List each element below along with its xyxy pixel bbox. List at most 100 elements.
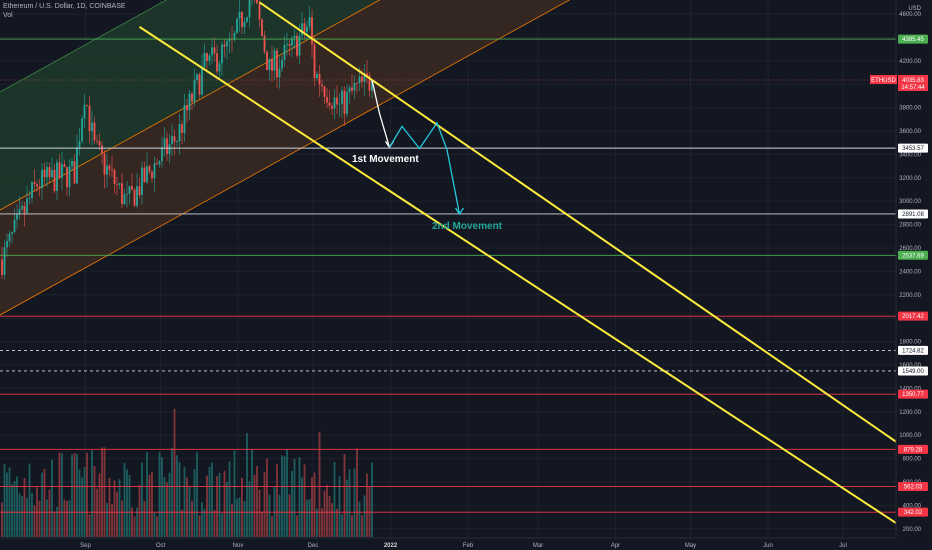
candle-body [81,118,83,142]
price-tick-label: 2200.00 [899,293,921,299]
time-tick-label: Apr [611,543,620,549]
candle-body [368,75,371,91]
candle-body [266,51,268,71]
level-badge-label: 562.03 [904,484,923,490]
level-badge [898,143,928,153]
candle-body [238,11,241,19]
volume-bar [353,468,356,537]
candle-body [143,167,146,183]
volume-bar [371,462,373,537]
candle-body [233,32,236,40]
second-movement-path[interactable] [388,121,461,215]
candle-body [228,38,231,42]
projection-arrowhead [454,207,465,216]
candle-body [61,164,63,178]
descending-channel-line[interactable] [138,26,913,535]
candle-body [278,68,281,78]
volume-bar [196,452,198,537]
volume-bar [218,472,221,537]
volume-bar [308,499,311,537]
candle-body [111,169,113,171]
volume-bar [318,431,321,537]
volume-bar [311,477,313,537]
volume-bar [58,452,61,537]
candle-body [263,35,266,52]
candle-body [118,183,121,185]
candle-body [71,161,73,167]
candle-body [313,44,316,79]
volume-bar [206,475,208,537]
current-price-value: 4035.83 [902,78,924,84]
candle-body [103,154,106,175]
bar-countdown: 14:57:44 [901,85,925,91]
volume-bar [358,501,361,537]
time-tick-label: Feb [463,543,474,549]
candle-body [328,102,331,106]
time-tick-label: May [685,543,696,549]
first-movement-label: 1st Movement [352,154,419,165]
volume-bar [61,453,63,537]
time-tick-label: Dec [308,543,319,549]
candle-body [63,164,66,168]
candle-body [146,166,148,183]
candle-body [3,247,6,275]
candle-body [56,162,58,192]
volume-bar [76,453,78,537]
candle-body [318,73,321,85]
candle-body [306,26,308,32]
volume-bar [263,472,266,537]
candle-body [21,205,23,210]
volume-bar [183,467,186,537]
candle-body [213,47,216,54]
volume-bar [363,495,366,537]
volume-bar [71,454,73,537]
volume-bar [341,514,343,537]
volume-bar [163,476,166,537]
descending-channel[interactable] [138,1,913,535]
level-badge [898,366,928,376]
projection-paths[interactable] [371,79,465,216]
volume-bar [28,463,31,537]
volume-bar [113,480,116,537]
first-movement-path[interactable] [371,79,391,148]
volume-bar [156,516,158,537]
candle-body [256,0,258,4]
candle-body [31,182,33,199]
price-tick-label: 800.00 [903,457,922,463]
time-tick-label: Oct [156,543,166,549]
volume-bar [161,457,163,537]
price-tick-label: 1000.00 [899,433,921,439]
volume-bar [201,502,203,537]
descending-channel-line[interactable] [258,1,913,454]
volume-bar [303,464,306,537]
volume-bar [246,432,248,537]
volume-bar [181,509,183,537]
level-badge-label: 342.02 [904,510,923,516]
volume-bar [306,499,308,537]
candle-body [76,147,78,184]
candle-body [186,105,188,111]
candle-body [208,55,211,61]
horizontal-levels[interactable] [0,38,896,513]
candle-body [271,58,273,71]
volume-bar [3,464,6,537]
price-tick-label: 3400.00 [899,152,921,158]
candle-body [226,41,228,47]
volume-bar [38,500,41,537]
candle-body [331,105,333,109]
candle-body [28,198,31,199]
volume-bar [96,488,98,537]
candle-body [173,136,176,142]
candle-body [16,214,18,220]
volume-title: Vol [3,12,13,19]
price-tick-label: 1200.00 [899,410,921,416]
volume-bar [106,503,108,537]
volume-bar [83,467,86,537]
volume-bar [248,481,251,537]
candle-body [126,193,128,195]
candle-body [333,97,336,109]
volume-bar [193,469,196,537]
time-axis[interactable]: Sep Oct Nov Dec 2022 Feb Mar Apr May Jun Jul [80,543,847,549]
volume-bar [228,461,231,537]
